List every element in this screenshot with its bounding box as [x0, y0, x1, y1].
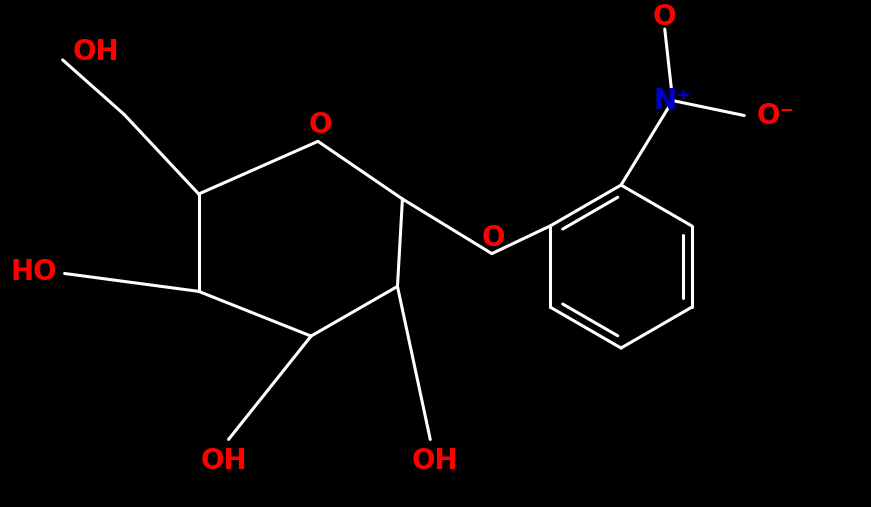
Text: HO: HO: [10, 258, 57, 285]
Text: O: O: [653, 3, 677, 31]
Text: OH: OH: [412, 447, 458, 476]
Text: O: O: [482, 224, 505, 251]
Text: O⁻: O⁻: [756, 101, 794, 129]
Text: N⁺: N⁺: [654, 87, 692, 115]
Text: OH: OH: [72, 38, 119, 66]
Text: OH: OH: [200, 447, 246, 476]
Text: O: O: [308, 112, 332, 139]
